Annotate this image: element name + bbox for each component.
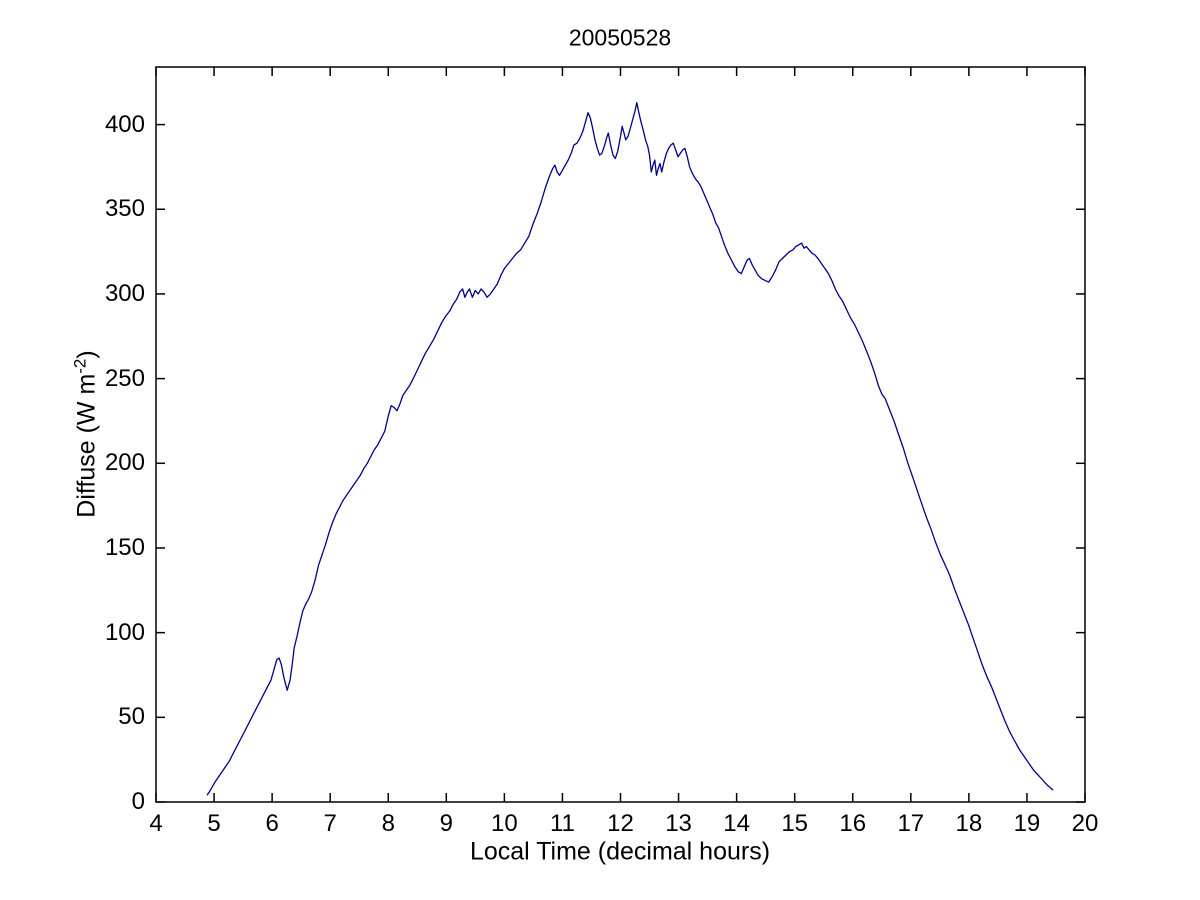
y-tick-label: 350 <box>104 195 145 223</box>
y-axis-label-close: ) <box>72 350 101 359</box>
chart-title: 20050528 <box>568 24 672 51</box>
y-tick-label: 100 <box>104 618 145 646</box>
y-tick-label: 300 <box>104 279 145 307</box>
y-tick-label: 250 <box>104 364 145 392</box>
x-tick-label: 17 <box>897 810 925 837</box>
plot-box <box>155 66 1086 803</box>
y-tick-label: 400 <box>104 110 145 138</box>
y-axis-label-exponent: -2 <box>70 358 90 374</box>
x-tick-label: 19 <box>1013 810 1041 837</box>
y-axis-label: Diffuse (W m-2) <box>70 350 101 517</box>
x-tick-label: 6 <box>265 810 279 837</box>
y-tick-label: 150 <box>104 533 145 561</box>
x-tick-label: 11 <box>549 810 575 837</box>
x-tick-label: 20 <box>1071 810 1099 837</box>
x-tick-label: 4 <box>149 810 163 837</box>
y-axis-label-base: Diffuse (W m <box>72 373 101 518</box>
x-tick-label: 14 <box>723 810 750 837</box>
x-tick-label: 5 <box>207 810 221 837</box>
x-tick-label: 9 <box>439 810 453 837</box>
y-tick-label: 0 <box>131 788 145 815</box>
x-tick-label: 16 <box>839 810 867 837</box>
x-axis-label: Local Time (decimal hours) <box>469 837 771 866</box>
x-tick-label: 7 <box>323 810 337 837</box>
y-tick-label: 50 <box>118 703 145 731</box>
x-tick-label: 10 <box>491 810 518 837</box>
x-tick-label: 15 <box>781 810 809 837</box>
x-tick-label: 12 <box>607 810 634 837</box>
y-tick-label: 200 <box>104 449 145 477</box>
x-tick-label: 8 <box>381 810 395 837</box>
x-tick-label: 13 <box>665 810 692 837</box>
data-line <box>206 101 1054 796</box>
x-tick-label: 18 <box>955 810 983 837</box>
